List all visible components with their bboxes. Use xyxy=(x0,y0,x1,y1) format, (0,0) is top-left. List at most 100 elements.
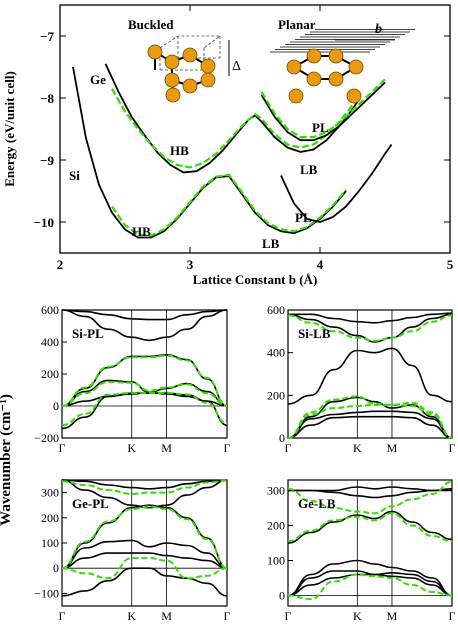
branch-4-dashed xyxy=(61,354,228,407)
y-tick-label: 200 xyxy=(267,388,285,402)
label-pl-si: PL xyxy=(295,210,312,225)
energy-series xyxy=(72,63,393,239)
branch-3-solid xyxy=(61,539,228,569)
branch-5-dashed xyxy=(287,314,453,342)
branch-1-dashed xyxy=(287,573,453,601)
inset-planar-label: Planar xyxy=(278,17,316,32)
atom xyxy=(182,78,198,94)
branch-4-solid xyxy=(61,353,228,407)
k-label: Γ xyxy=(285,441,292,455)
y-tick-label: 200 xyxy=(41,367,59,381)
branch-6-dashed xyxy=(61,479,228,495)
k-label: K xyxy=(353,609,362,623)
branch-1-solid xyxy=(61,567,228,597)
k-label: K xyxy=(127,441,136,455)
series-ge-hb-lb-dashed xyxy=(111,88,360,169)
branch-2-dashed xyxy=(287,403,453,439)
energy-panel: 2 3 4 5 −7 −8 −9 −10 Energy (eV/unit cell) Latt… xyxy=(2,4,454,287)
k-label: Γ xyxy=(224,441,231,455)
x-tick-label: 5 xyxy=(447,257,454,272)
atom xyxy=(346,88,362,104)
branch-4-dashed xyxy=(287,512,453,543)
atom xyxy=(147,44,163,60)
y-tick-label: −200 xyxy=(34,431,59,445)
x-tick-label: 4 xyxy=(317,257,324,272)
buckled-inset: Buckled Δ xyxy=(128,17,241,103)
panel-frame xyxy=(287,309,453,439)
y-tick-label: 100 xyxy=(41,536,59,550)
k-label: M xyxy=(161,609,172,623)
y-tick-label: 400 xyxy=(41,335,59,349)
y-tick-label: 0 xyxy=(279,431,285,445)
branch-4-solid xyxy=(287,347,453,405)
y-tick-label: 400 xyxy=(267,346,285,360)
x-tick-label: 2 xyxy=(57,257,64,272)
label-ge: Ge xyxy=(90,72,106,87)
y-tick-label: −9 xyxy=(40,153,54,168)
branch-6-solid xyxy=(288,312,453,324)
atom xyxy=(306,48,322,64)
y-tick-label: 600 xyxy=(41,303,59,317)
branch-1-dashed xyxy=(61,557,228,580)
y-tick-label: 100 xyxy=(267,554,285,568)
label-lb-ge: LB xyxy=(300,162,318,177)
x-tick-label: 3 xyxy=(187,257,194,272)
atom xyxy=(165,87,181,103)
inset-b: b xyxy=(375,22,382,37)
label-lb-si: LB xyxy=(262,236,280,251)
branch-6-solid xyxy=(61,479,228,490)
atom xyxy=(164,72,180,88)
branch-4-dashed xyxy=(61,505,228,570)
planar-bonds xyxy=(291,55,359,80)
k-label: M xyxy=(387,441,398,455)
y-tick-label: 200 xyxy=(41,511,59,525)
k-label: Γ xyxy=(59,609,66,623)
branch-3-solid xyxy=(287,396,453,439)
atom xyxy=(164,54,180,70)
label-si: Si xyxy=(69,168,80,183)
series-ge-pl-solid xyxy=(260,81,386,142)
branch-6-solid xyxy=(288,486,452,492)
branch-2-solid xyxy=(61,552,228,569)
panel-label: Ge-PL xyxy=(72,496,109,511)
planar-atoms xyxy=(286,48,364,104)
branch-5-solid xyxy=(61,479,228,509)
panel-label: Si-PL xyxy=(72,326,104,341)
atom xyxy=(288,88,304,104)
k-label: Γ xyxy=(449,609,456,623)
label-pl-ge: PL xyxy=(312,120,329,135)
y-tick-label: −8 xyxy=(40,91,54,106)
branch-1-dashed xyxy=(61,391,228,427)
atom xyxy=(306,71,322,87)
atom xyxy=(200,58,216,74)
branch-1-solid xyxy=(287,415,453,439)
buckled-cell xyxy=(159,35,222,71)
branch-2-solid xyxy=(287,570,453,597)
atom xyxy=(182,47,198,63)
planar-sheet xyxy=(270,29,415,53)
branch-5-solid xyxy=(287,313,453,343)
y-tick-label: 600 xyxy=(267,303,285,317)
k-label: Γ xyxy=(59,441,66,455)
y-tick-label: 200 xyxy=(267,519,285,533)
branch-5-solid xyxy=(61,309,228,342)
y-tick-label: −7 xyxy=(40,29,54,44)
atom xyxy=(348,59,364,75)
label-hb-ge: HB xyxy=(170,143,189,158)
panel-label: Ge-LB xyxy=(298,496,336,511)
series-si-pl-solid xyxy=(280,143,393,223)
y-tick-label: −100 xyxy=(34,586,59,600)
branch-4-solid xyxy=(287,510,453,544)
k-label: M xyxy=(161,441,172,455)
branch-3-solid xyxy=(287,559,453,597)
buckled-bonds xyxy=(154,51,211,96)
energy-frame xyxy=(59,4,451,254)
k-label: K xyxy=(353,441,362,455)
y-tick-label: 300 xyxy=(41,486,59,500)
atom xyxy=(328,48,344,64)
k-label: Γ xyxy=(224,609,231,623)
